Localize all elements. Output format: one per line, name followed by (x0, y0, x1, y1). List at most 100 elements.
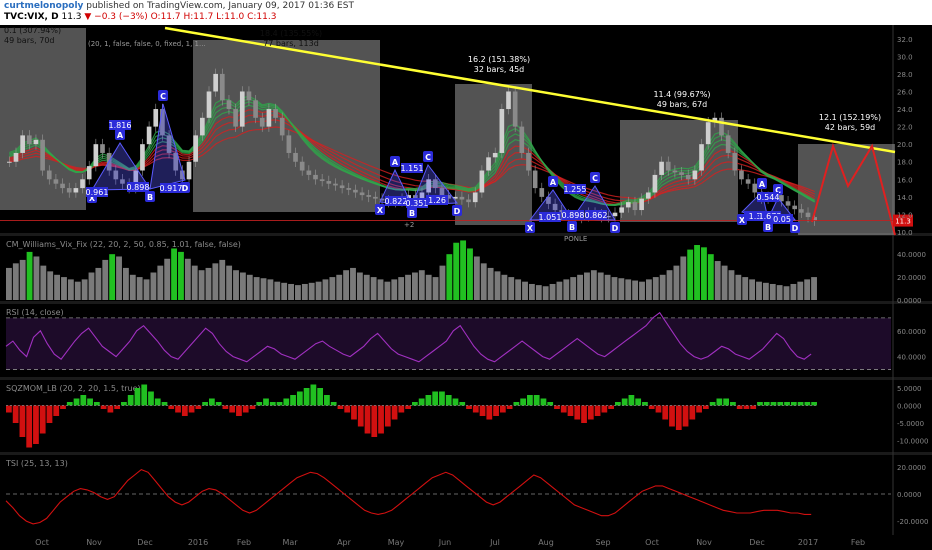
candle-body (193, 135, 199, 162)
pattern-point-label: C (425, 153, 431, 162)
squeeze-momentum-bar (290, 395, 296, 406)
squeeze-momentum-bar (560, 405, 567, 413)
pattern-point-marker (145, 191, 155, 202)
candle-body (812, 217, 818, 221)
vix-fix-bar (54, 274, 61, 300)
squeeze-momentum-bar (337, 405, 344, 409)
squeeze-momentum-bar (412, 402, 418, 406)
candle-body (180, 170, 185, 180)
pattern-point-marker (452, 205, 462, 216)
squeeze-momentum-bar (236, 405, 242, 416)
candle-body (725, 135, 731, 153)
vix-fix-bar (756, 281, 762, 300)
squeeze-momentum-bar (547, 402, 554, 406)
vix-fix-bar (81, 279, 88, 300)
pattern-ratio-tag (585, 210, 607, 220)
vix-fix-bar (40, 265, 47, 300)
vix-fix-bar (446, 254, 453, 300)
pattern-ratio-label: 0.822 (385, 197, 408, 206)
squeeze-momentum-bar (418, 398, 425, 406)
pattern-ratio-tag (744, 211, 766, 221)
pattern-point-marker (548, 176, 558, 187)
time-axis-tick: Dec (749, 538, 764, 547)
candle-body (46, 170, 52, 180)
candle-body (233, 109, 238, 127)
vix-fix-bar (329, 277, 336, 300)
candle-body (326, 181, 332, 184)
vix-fix-bar (322, 279, 329, 300)
vix-fix-bar (184, 258, 191, 300)
squeeze-momentum-bar (154, 398, 161, 406)
squeeze-momentum-bar (716, 398, 723, 406)
last-price: 11.3 (61, 12, 82, 22)
squeeze-momentum-bar (161, 402, 168, 406)
pattern-point-label: A (117, 131, 124, 140)
vix-fix-bar (528, 283, 535, 300)
candle-body (519, 126, 525, 153)
squeeze-momentum-bar (256, 402, 263, 406)
squeeze-momentum-bar (682, 405, 689, 427)
vix-fix-bar (467, 248, 473, 300)
squeeze-momentum-bar (114, 405, 121, 409)
vix-fix-bar (501, 274, 508, 300)
candle-body (286, 135, 292, 153)
pattern-ratio-label: 0.544 (757, 193, 780, 202)
candle-body (160, 109, 165, 136)
rsi-line (5, 311, 812, 363)
candle-body (645, 192, 651, 199)
pattern-ratio-label: 1.26 (428, 196, 446, 205)
squeeze-momentum-bar (148, 391, 154, 406)
squeeze-momentum-bar (439, 391, 445, 406)
vix-fix-bar (343, 270, 350, 300)
pattern-point-label: C (160, 92, 166, 101)
pattern-point-label: D (792, 224, 799, 233)
vix-fix-bar (611, 277, 618, 300)
vix-fix-bar (673, 265, 680, 300)
pane-title: RSI (14, close) (6, 308, 64, 317)
vix-fix-bar (728, 270, 735, 300)
squeeze-momentum-bar (763, 402, 770, 406)
squeeze-momentum-bar (540, 398, 547, 406)
squeeze-momentum-bar (330, 402, 337, 406)
vix-fix-bar (604, 274, 611, 300)
vix-fix-bar (47, 271, 54, 300)
author-link[interactable]: curtmelonopoly (4, 1, 84, 11)
squeeze-momentum-bar (635, 398, 642, 406)
squeeze-momentum-bar (472, 405, 479, 413)
pattern-ratio-label: 0.961 (86, 188, 109, 197)
vix-fix-bar (33, 256, 40, 300)
candle-body (719, 117, 724, 136)
pattern-point-label: D (454, 207, 461, 216)
pattern-point-marker (590, 172, 600, 183)
squeeze-momentum-bar (121, 402, 127, 406)
squeeze-momentum-bar (351, 405, 357, 420)
squeeze-momentum-bar (80, 395, 87, 406)
squeeze-momentum-bar (344, 405, 351, 413)
price-axis-tick: 20.0 (897, 141, 913, 149)
candle-body (153, 109, 159, 127)
harmonic-triangle (91, 142, 151, 191)
candle-body (732, 152, 738, 171)
squeeze-momentum-bar (181, 405, 188, 416)
vix-fix-bar (542, 286, 549, 300)
pattern-ratio-tag (86, 187, 108, 197)
candle-body (739, 170, 744, 180)
vix-fix-bar (212, 263, 219, 300)
candle-body (426, 179, 431, 193)
squeeze-momentum-bar (215, 402, 222, 406)
squeeze-momentum-bar (770, 402, 777, 406)
measure-sublabel: 49 bars, 67d (657, 100, 708, 109)
vix-fix-bar (522, 281, 528, 300)
vix-fix-bar (659, 274, 666, 300)
candle-body (679, 172, 684, 175)
candle-body (26, 135, 32, 145)
candle-body (86, 166, 92, 180)
symbol-label[interactable]: TVC:VIX, D (4, 12, 59, 22)
candle-body (805, 212, 811, 218)
squeeze-momentum-bar (669, 405, 675, 427)
time-axis-tick: Sep (595, 538, 610, 547)
candle-body (506, 91, 511, 110)
vix-fix-bar (556, 281, 563, 300)
candle-body (213, 73, 218, 92)
